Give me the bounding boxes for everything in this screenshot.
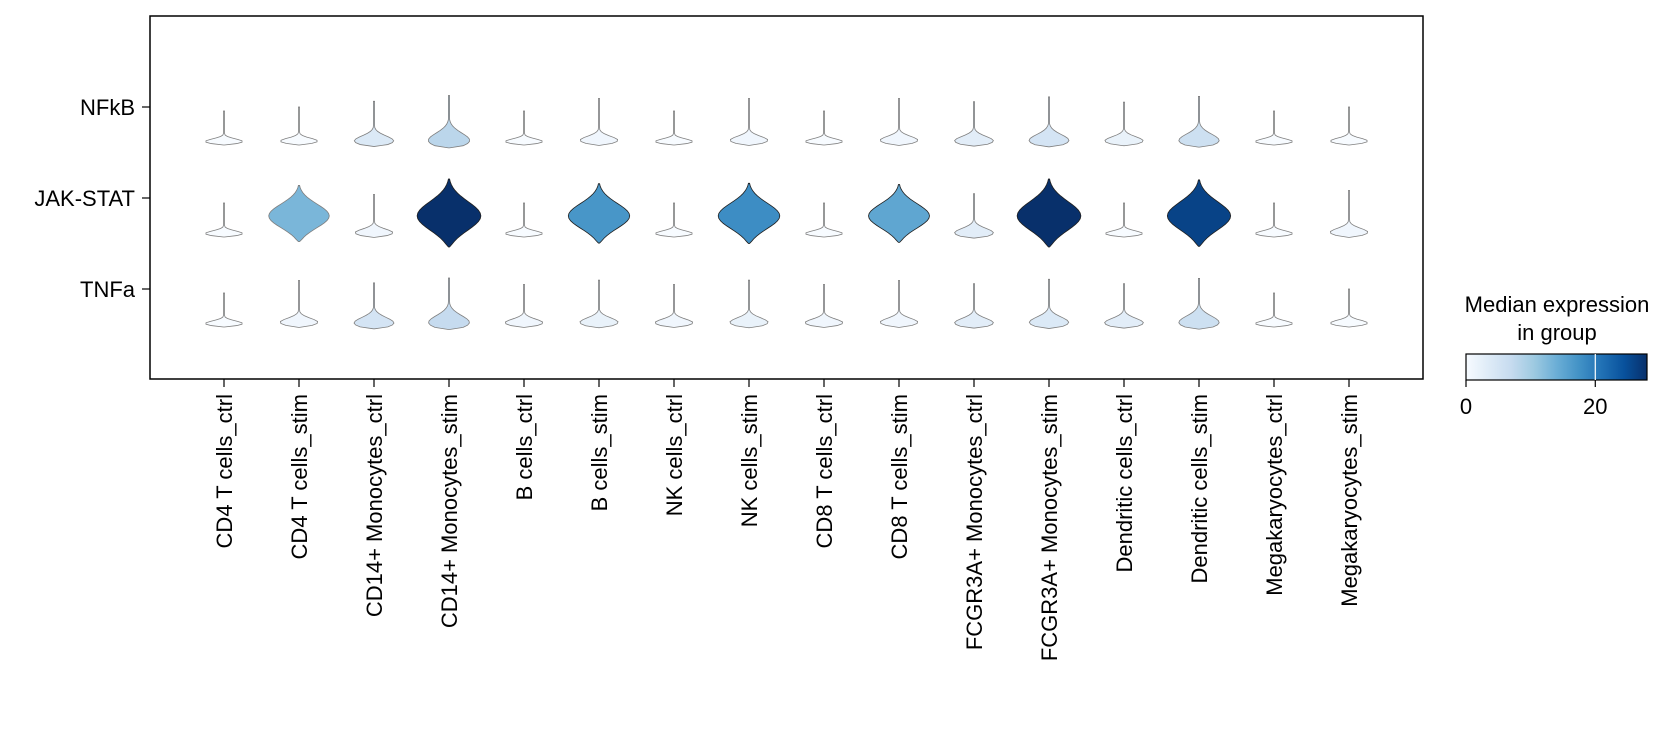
violin-nfkb-megakaryocytes-ctrl [1255, 110, 1293, 146]
violin-nfkb-cd14-monocytes-ctrl [353, 100, 395, 147]
violin-nfkb-fcgr3a-monocytes-ctrl [954, 101, 994, 147]
violin-jak-stat-fcgr3a-monocytes-ctrl [954, 193, 994, 239]
y-axis: NFkB JAK-STAT TNFa [34, 95, 150, 302]
violin-jak-stat-megakaryocytes-stim [1329, 190, 1369, 238]
violin-tnfa-cd8-t-cells-ctrl [804, 284, 844, 328]
violin-jak-stat-b-cells-stim [567, 183, 631, 244]
violin-tnfa-fcgr3a-monocytes-ctrl [954, 283, 994, 329]
colorbar-tick-label-0: 0 [1460, 394, 1472, 419]
x-label-b-cells-ctrl: B cells_ctrl [512, 394, 537, 500]
violin-tnfa-cd14-monocytes-ctrl [353, 282, 395, 330]
violin-nfkb-cd14-monocytes-stim [428, 95, 470, 149]
x-label-megakaryocytes-ctrl: Megakaryocytes_ctrl [1262, 394, 1287, 596]
x-label-fcgr3a-monocytes-ctrl: FCGR3A+ Monocytes_ctrl [962, 394, 987, 650]
violin-jak-stat-cd8-t-cells-stim [868, 184, 930, 243]
violin-nfkb-megakaryocytes-stim [1330, 106, 1368, 146]
violin-jak-stat-cd14-monocytes-ctrl [354, 194, 394, 238]
violin-nfkb-dendritic-cells-stim [1178, 96, 1220, 148]
violin-tnfa-megakaryocytes-ctrl [1255, 292, 1293, 328]
x-label-cd8-t-cells-stim: CD8 T cells_stim [887, 394, 912, 559]
x-axis: CD4 T cells_ctrl CD4 T cells_stim CD14+ Mo… [212, 379, 1362, 661]
violin-tnfa-cd4-t-cells-ctrl [205, 292, 243, 328]
x-label-megakaryocytes-stim: Megakaryocytes_stim [1337, 394, 1362, 607]
x-label-nk-cells-stim: NK cells_stim [737, 394, 762, 527]
violin-tnfa-b-cells-ctrl [504, 284, 544, 328]
colorbar-tick-label-20: 20 [1583, 394, 1607, 419]
violin-tnfa-nk-cells-ctrl [654, 284, 694, 328]
violin-jak-stat-megakaryocytes-ctrl [1255, 202, 1293, 238]
violin-jak-stat-fcgr3a-monocytes-stim [1016, 178, 1082, 248]
colorbar-ticks: 0 20 [1460, 354, 1608, 419]
violin-tnfa-cd14-monocytes-stim [428, 277, 470, 330]
violin-nfkb-cd4-t-cells-ctrl [205, 110, 243, 146]
violins-layer [205, 95, 1369, 330]
violin-jak-stat-dendritic-cells-stim [1166, 179, 1232, 247]
y-label-tnfa: TNFa [80, 277, 136, 302]
violin-nfkb-nk-cells-ctrl [655, 110, 693, 146]
violin-tnfa-nk-cells-stim [729, 279, 769, 329]
colorbar-title-line1: Median expression [1465, 292, 1650, 317]
violin-jak-stat-dendritic-cells-ctrl [1105, 202, 1143, 238]
colorbar-gradient [1465, 353, 1648, 381]
plot-frame [149, 15, 1424, 380]
violin-nfkb-cd8-t-cells-ctrl [805, 110, 843, 146]
violin-nfkb-fcgr3a-monocytes-stim [1028, 96, 1070, 148]
violin-nfkb-cd4-t-cells-stim [280, 106, 318, 146]
violin-tnfa-dendritic-cells-stim [1178, 278, 1220, 330]
violin-nfkb-dendritic-cells-ctrl [1104, 101, 1144, 147]
violin-tnfa-cd8-t-cells-stim [879, 280, 919, 328]
violin-nfkb-nk-cells-stim [729, 98, 769, 146]
violin-jak-stat-cd4-t-cells-stim [268, 185, 330, 243]
violin-jak-stat-nk-cells-stim [717, 182, 781, 244]
x-label-cd4-t-cells-ctrl: CD4 T cells_ctrl [212, 394, 237, 548]
y-label-jak-stat: JAK-STAT [34, 186, 135, 211]
violin-jak-stat-cd8-t-cells-ctrl [805, 202, 843, 238]
x-label-dendritic-cells-stim: Dendritic cells_stim [1187, 394, 1212, 584]
x-label-cd14-monocytes-ctrl: CD14+ Monocytes_ctrl [362, 394, 387, 617]
x-label-b-cells-stim: B cells_stim [587, 394, 612, 511]
x-label-cd4-t-cells-stim: CD4 T cells_stim [287, 394, 312, 559]
violin-tnfa-megakaryocytes-stim [1330, 288, 1368, 328]
violin-jak-stat-cd4-t-cells-ctrl [205, 202, 243, 238]
colorbar-title-line2: in group [1517, 320, 1597, 345]
violin-jak-stat-cd14-monocytes-stim [416, 178, 482, 248]
violin-nfkb-cd8-t-cells-stim [879, 98, 919, 146]
y-label-nfkb: NFkB [80, 95, 135, 120]
x-label-dendritic-cells-ctrl: Dendritic cells_ctrl [1112, 394, 1137, 573]
colorbar: Median expression in group 0 20 [1460, 292, 1649, 419]
violin-nfkb-b-cells-ctrl [505, 110, 543, 146]
violin-tnfa-b-cells-stim [579, 279, 619, 329]
violin-jak-stat-b-cells-ctrl [505, 202, 543, 238]
x-label-cd8-t-cells-ctrl: CD8 T cells_ctrl [812, 394, 837, 548]
violin-jak-stat-nk-cells-ctrl [655, 202, 693, 238]
x-label-cd14-monocytes-stim: CD14+ Monocytes_stim [437, 394, 462, 628]
x-label-fcgr3a-monocytes-stim: FCGR3A+ Monocytes_stim [1037, 394, 1062, 661]
violin-tnfa-dendritic-cells-ctrl [1104, 283, 1144, 329]
x-label-nk-cells-ctrl: NK cells_ctrl [662, 394, 687, 516]
violin-tnfa-cd4-t-cells-stim [279, 280, 319, 328]
violin-tnfa-fcgr3a-monocytes-stim [1028, 278, 1070, 329]
violin-nfkb-b-cells-stim [579, 98, 619, 146]
